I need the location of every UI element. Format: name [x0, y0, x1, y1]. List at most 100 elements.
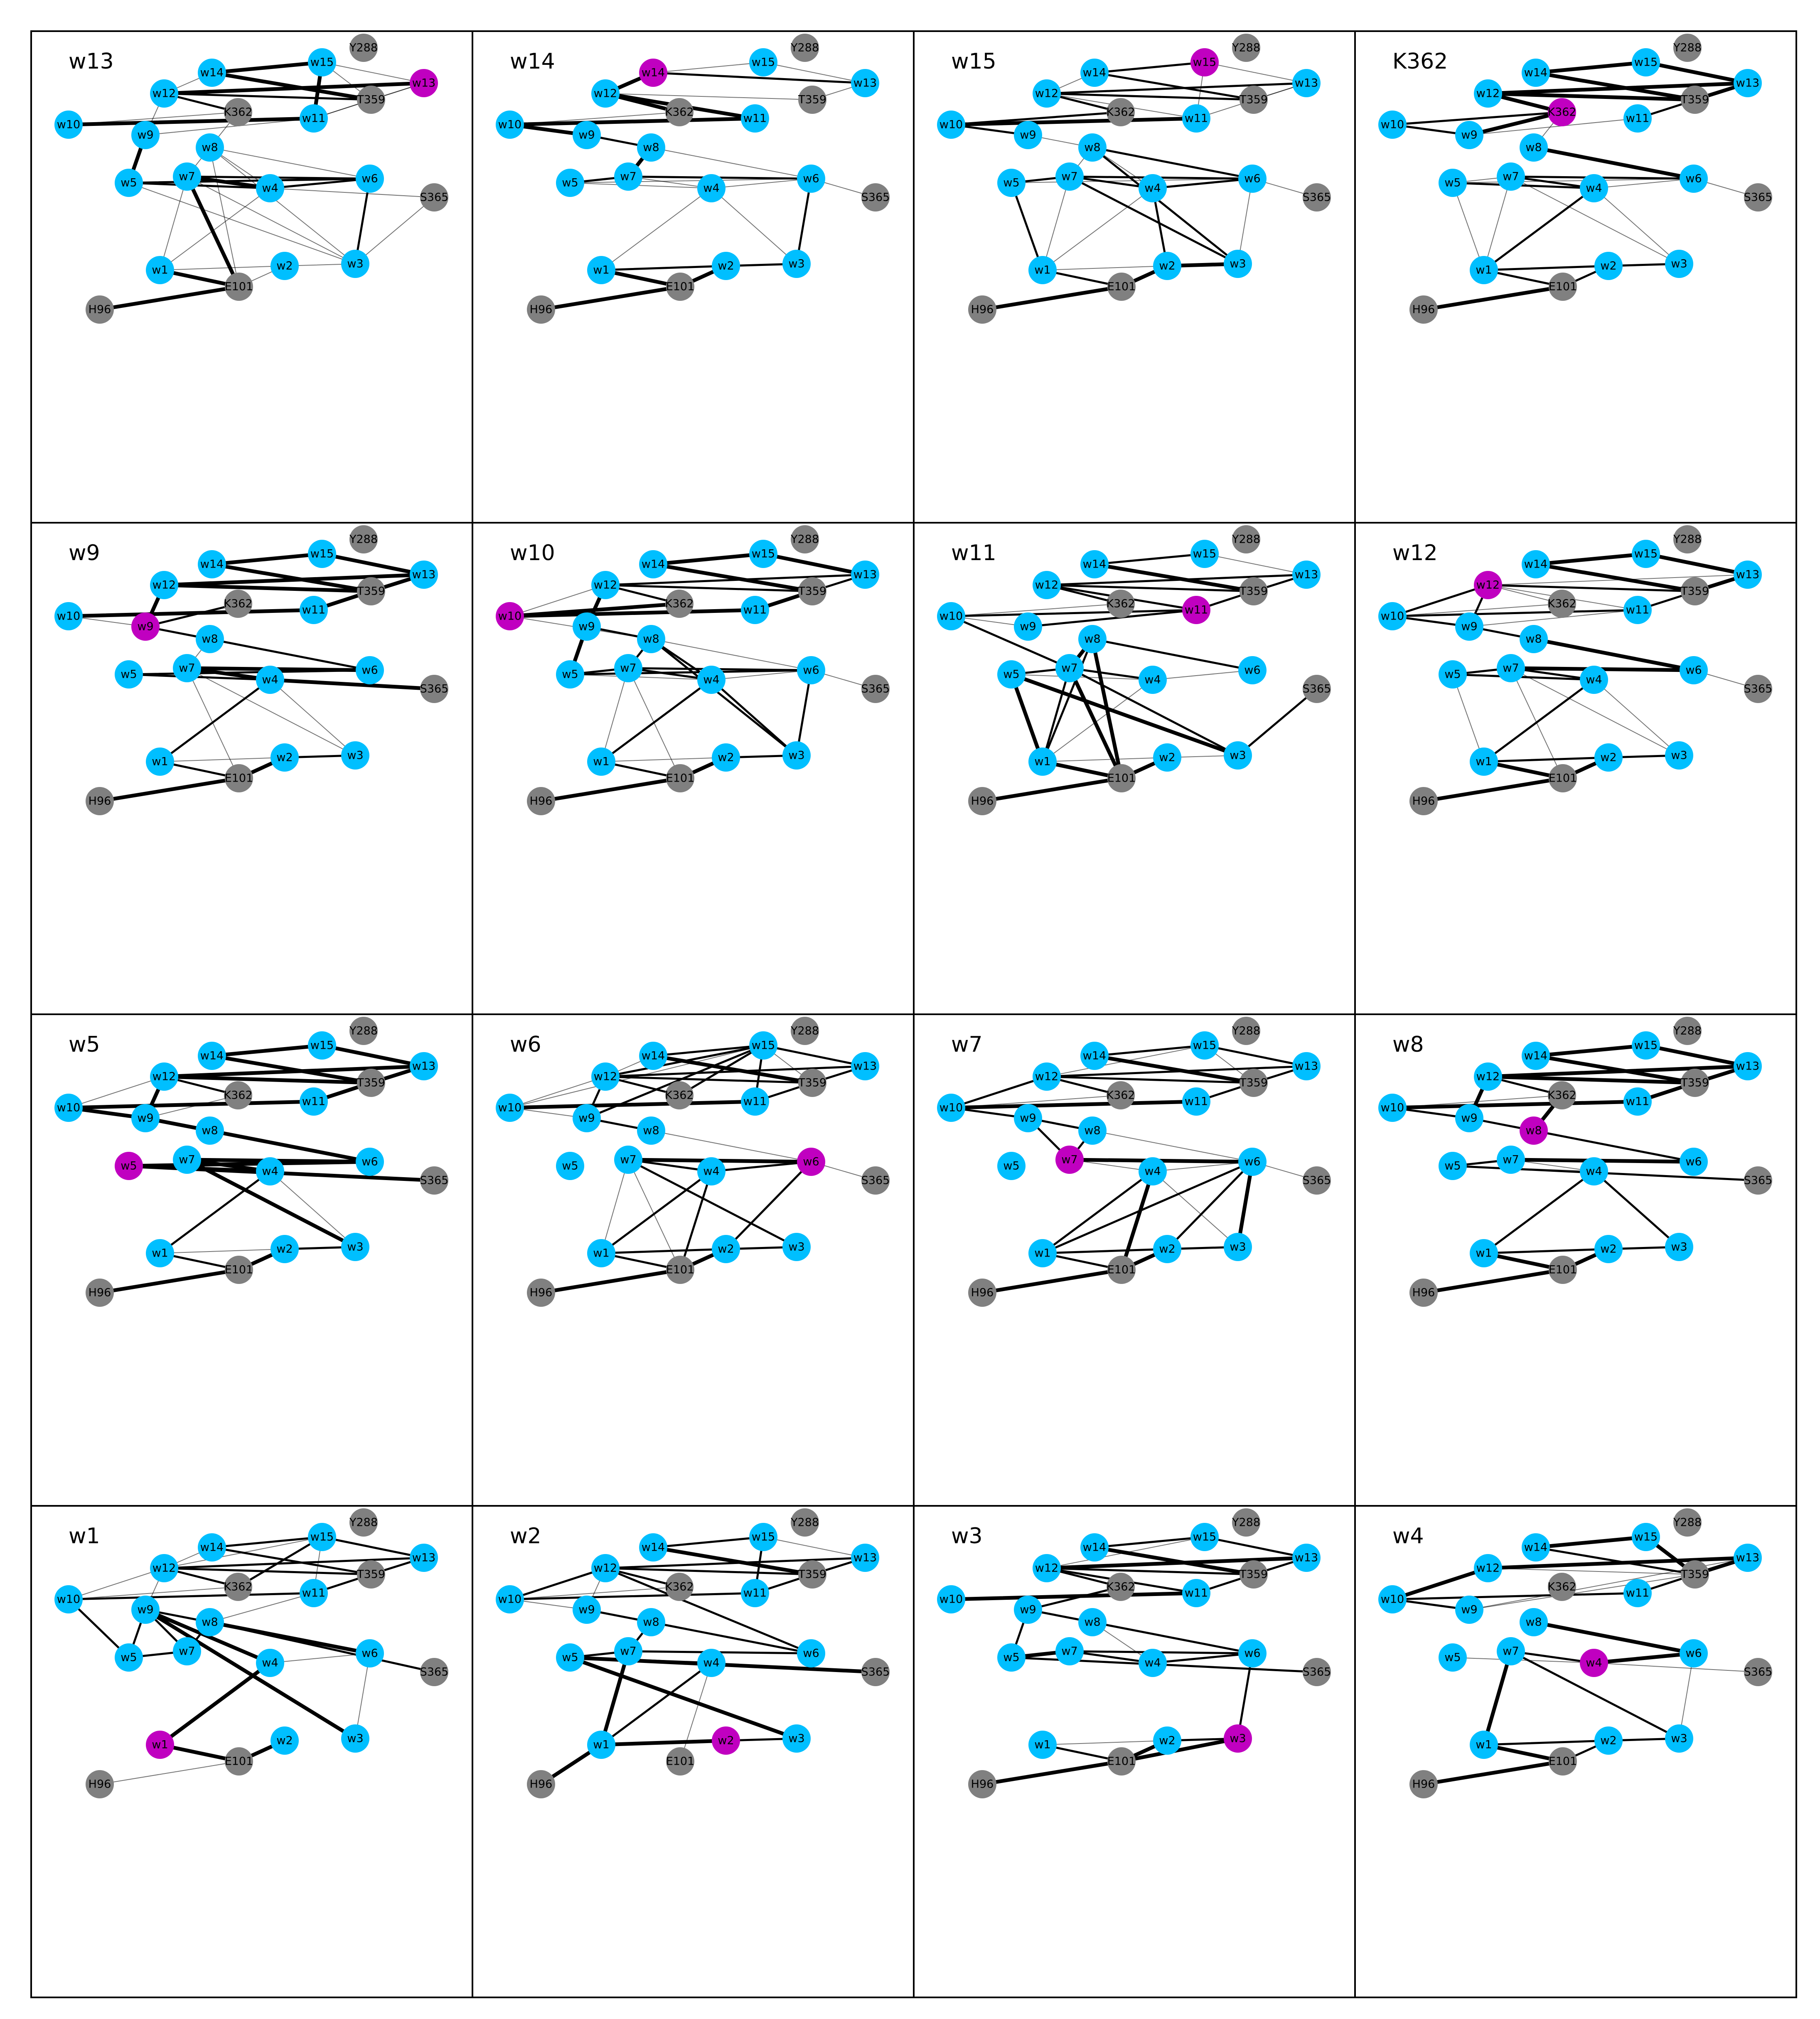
edge-w7-w1: [601, 1159, 629, 1254]
node-label-H96: H96: [1412, 795, 1435, 808]
node-label-w3: w3: [347, 749, 363, 762]
node-w11: [1182, 1579, 1210, 1607]
edge-w14-w15: [651, 552, 765, 566]
node-Y288: [349, 34, 378, 62]
node-H96: [86, 1279, 114, 1307]
edge-w8-w6: [651, 639, 812, 671]
node-w6: [1680, 656, 1708, 684]
node-T359: [1681, 1560, 1709, 1589]
node-w14: [1522, 1533, 1550, 1562]
edge-w5-w6: [1452, 178, 1694, 183]
node-H96: [1409, 295, 1438, 324]
node-label-H96: H96: [971, 795, 994, 808]
node-w1: [146, 1239, 174, 1267]
node-w12: [1033, 571, 1061, 599]
node-label-w14: w14: [642, 1050, 665, 1062]
node-w6: [356, 656, 384, 684]
node-label-w1: w1: [1476, 264, 1492, 277]
node-Y288: [349, 525, 378, 553]
node-w15: [308, 1523, 336, 1551]
panel-title: w10: [510, 541, 555, 566]
node-label-w9: w9: [578, 1603, 595, 1616]
node-w15: [308, 540, 336, 568]
node-label-T359: T359: [1680, 1077, 1709, 1089]
node-label-T359: T359: [1239, 1568, 1268, 1581]
node-label-w5: w5: [1003, 1160, 1019, 1173]
edge-w15-w13: [763, 62, 866, 84]
node-w15: [1632, 1523, 1660, 1551]
node-label-Y288: Y288: [1673, 1516, 1702, 1529]
edge-w15-w13: [1204, 62, 1307, 84]
node-label-w6: w6: [803, 1647, 819, 1660]
edge-w4-w3: [1594, 679, 1680, 756]
edge-w12-T359: [1487, 584, 1696, 593]
node-w8: [1078, 1116, 1107, 1145]
node-label-S365: S365: [861, 1174, 890, 1187]
node-label-w8: w8: [1525, 141, 1542, 154]
edge-w14-T359: [1535, 1546, 1696, 1576]
node-label-K362: K362: [224, 106, 252, 119]
node-label-w5: w5: [562, 668, 578, 681]
edge-w10-w7: [950, 615, 1071, 669]
edge-w5-w1: [1009, 672, 1045, 764]
node-label-w7: w7: [1061, 1645, 1077, 1658]
node-label-w9: w9: [1020, 620, 1036, 633]
edge-w10-K362: [509, 112, 680, 125]
node-label-w15: w15: [310, 548, 334, 561]
edge-w7-w3: [187, 668, 356, 756]
node-label-w5: w5: [1444, 1160, 1461, 1173]
node-label-w4: w4: [703, 1657, 719, 1670]
node-label-w12: w12: [594, 1562, 617, 1575]
node-w4: [256, 1649, 284, 1677]
node-w2: [712, 1235, 740, 1263]
node-Y288: [1232, 525, 1260, 553]
edge-w7-w3: [1510, 176, 1680, 264]
edge-w9-w4: [143, 1608, 272, 1665]
node-label-w6: w6: [362, 1156, 378, 1168]
node-label-w14: w14: [200, 558, 224, 571]
node-w14: [198, 550, 226, 578]
edge-w15-w13: [1204, 553, 1307, 575]
edge-w12-w13: [604, 1557, 866, 1569]
node-w7: [1055, 1637, 1084, 1665]
edge-w15-K362: [237, 1536, 323, 1588]
node-w7: [1055, 654, 1084, 682]
node-label-E101: E101: [1107, 772, 1136, 785]
node-w6: [356, 1639, 384, 1667]
node-w6: [1238, 1639, 1267, 1667]
edge-w9-K362: [144, 603, 239, 628]
edge-w8-w6: [651, 147, 812, 179]
edge-w4-w1: [159, 679, 271, 763]
node-w14: [1080, 59, 1109, 87]
node-T359: [357, 1069, 385, 1097]
node-w5: [556, 660, 584, 689]
node-w5: [997, 660, 1026, 689]
node-label-w14: w14: [1083, 558, 1106, 571]
node-K362: [1548, 98, 1576, 126]
edge-w8-w6: [650, 1621, 812, 1655]
node-T359: [1240, 86, 1268, 114]
node-w7: [173, 654, 201, 682]
panel-frame: [472, 522, 915, 1015]
node-w9: [1014, 612, 1042, 641]
panel-title: w1: [69, 1524, 100, 1549]
edge-w5-w3: [568, 1655, 799, 1741]
edge-w1-w2: [1483, 1739, 1610, 1746]
node-label-T359: T359: [357, 1568, 385, 1581]
edge-w14-w15: [1093, 1044, 1206, 1057]
node-w10: [496, 1585, 524, 1613]
edge-w3-S365: [355, 197, 435, 264]
edge-w14-T359: [1534, 562, 1697, 593]
node-label-K362: K362: [1106, 106, 1135, 119]
node-label-w11: w11: [1185, 112, 1208, 125]
edge-w10-K362: [951, 1095, 1121, 1108]
node-label-w15: w15: [1193, 1039, 1216, 1052]
node-label-Y288: Y288: [349, 533, 378, 546]
edge-w8-w6: [209, 147, 370, 179]
node-label-w1: w1: [152, 1247, 168, 1260]
node-label-w9: w9: [1461, 129, 1477, 142]
edge-w5-w6: [570, 178, 812, 183]
edge-w14-T359: [210, 562, 373, 593]
node-S365: [420, 1658, 448, 1686]
edge-w10-w11: [66, 608, 316, 618]
